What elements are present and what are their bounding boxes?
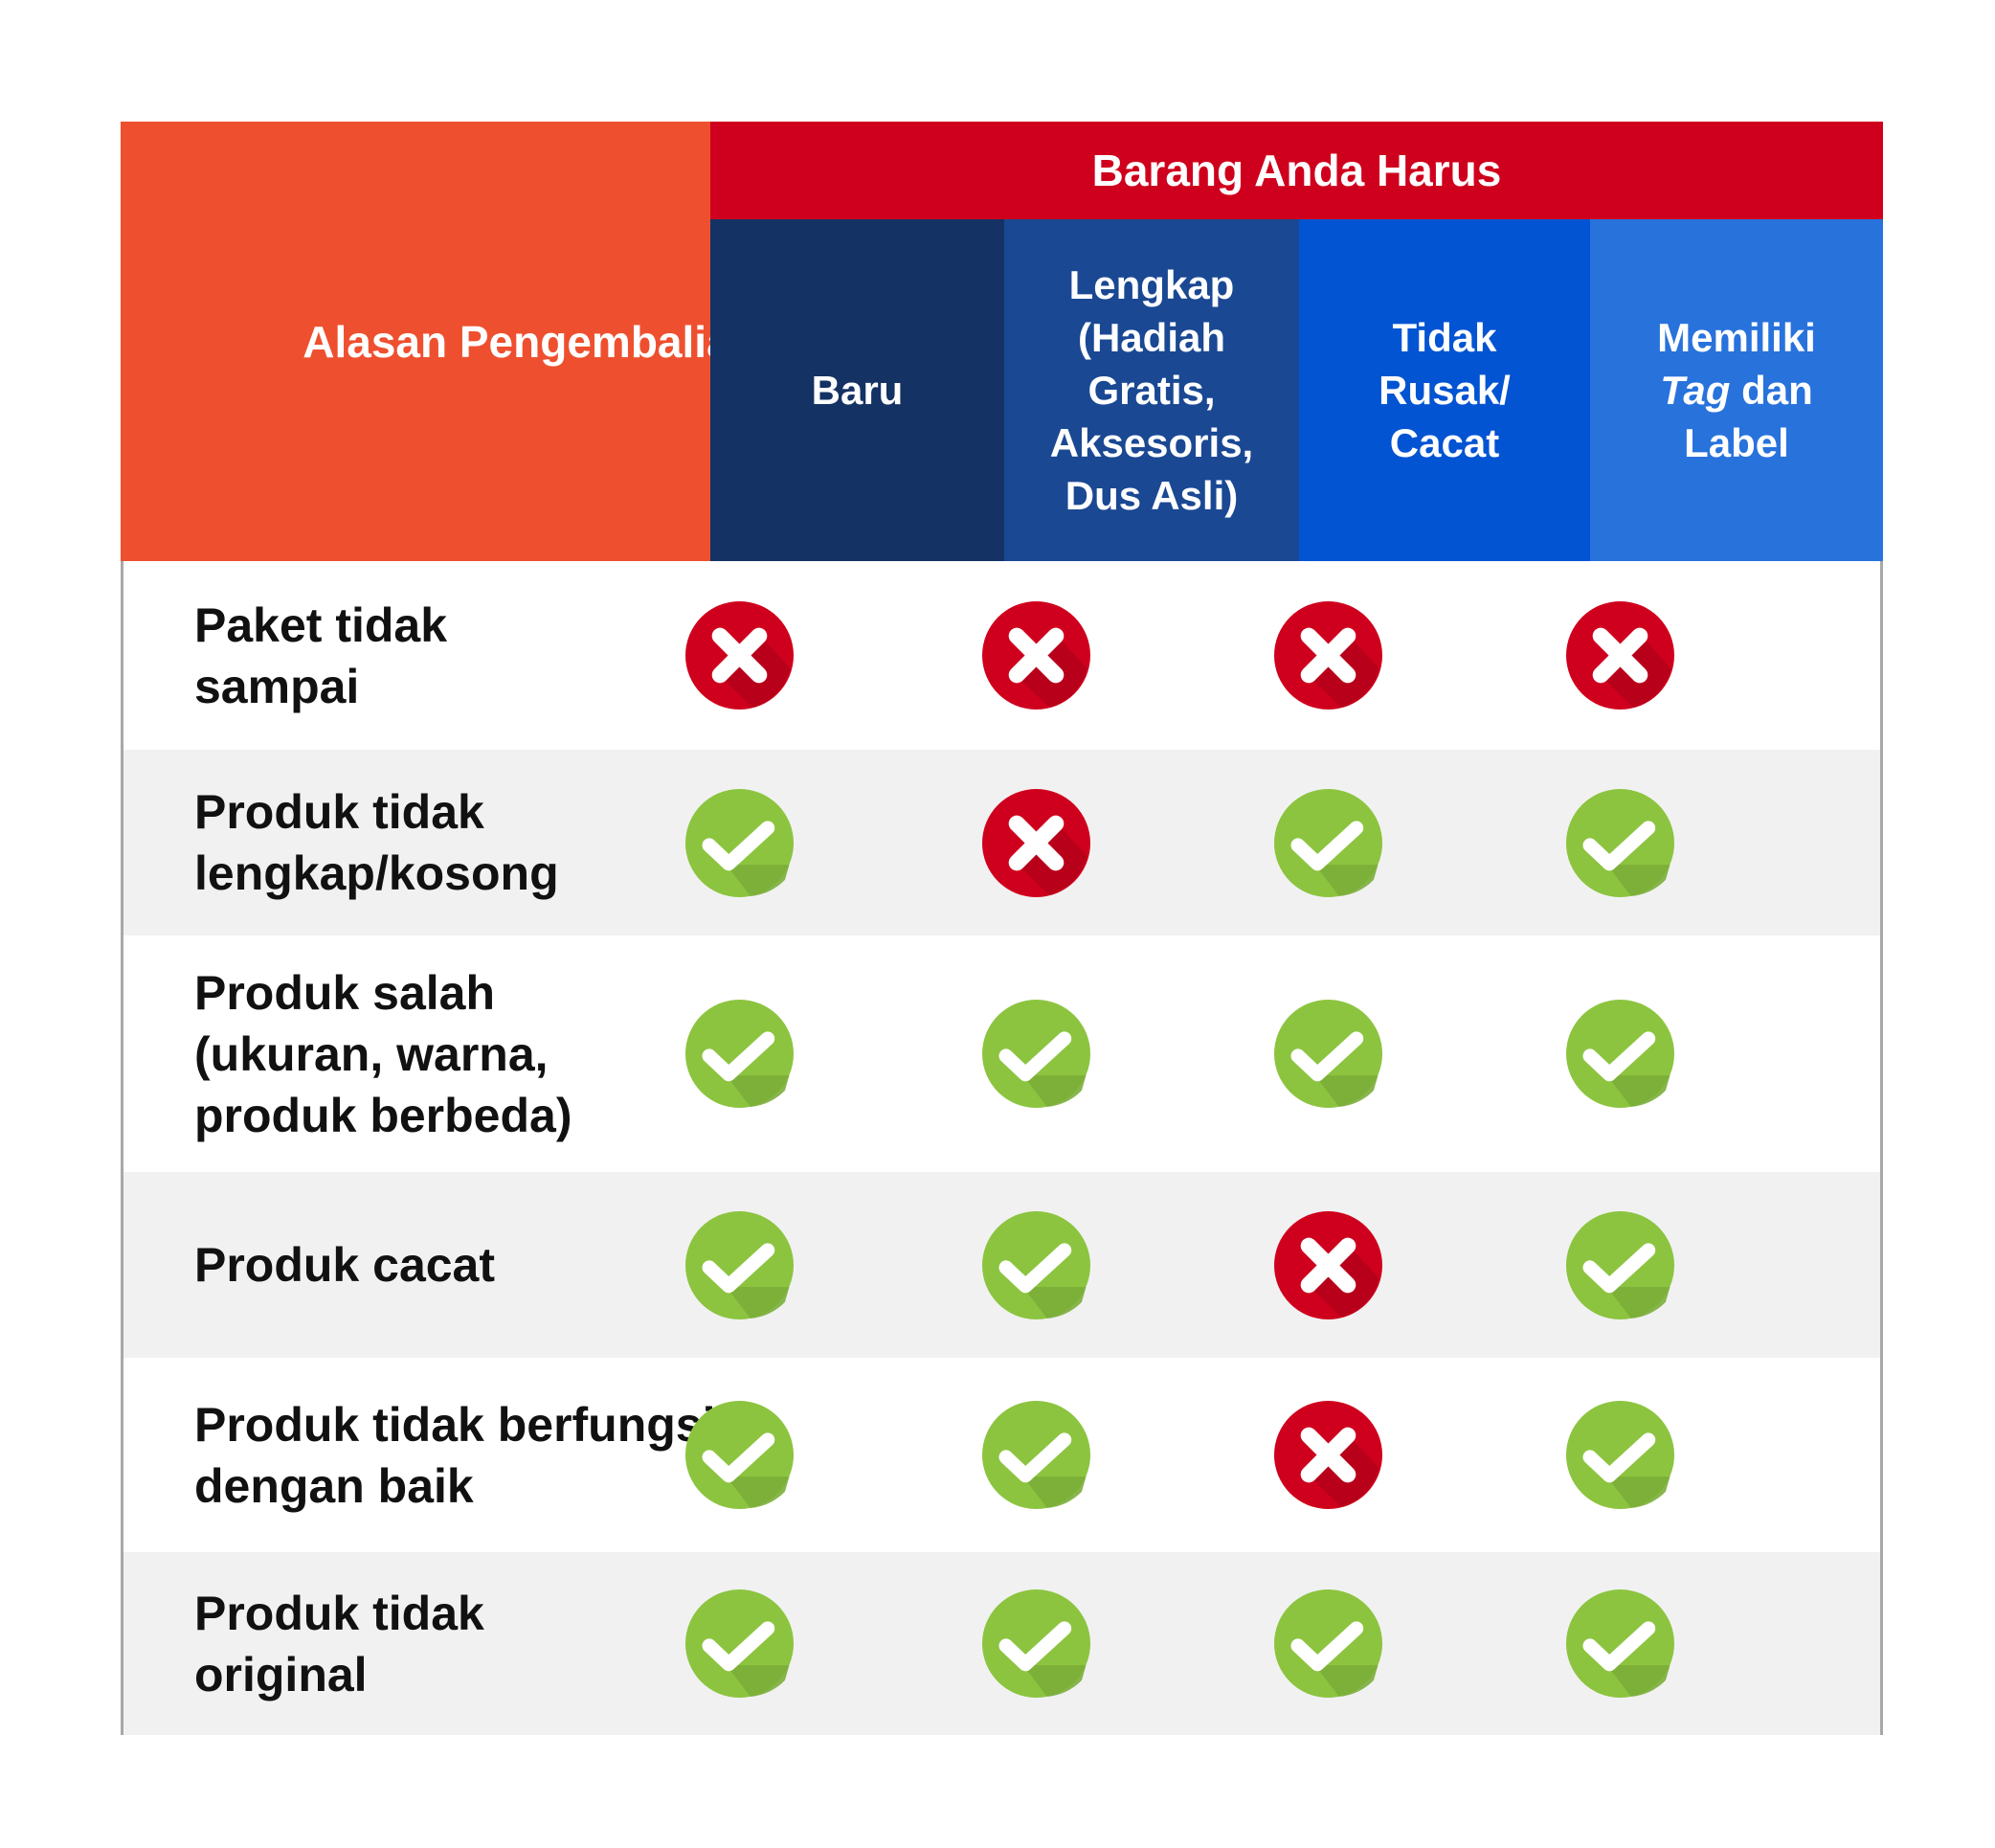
check-icon xyxy=(1274,788,1382,897)
column-header-complete: Lengkap (Hadiah Gratis, Aksesoris, Dus A… xyxy=(1004,219,1299,561)
column-header-tag-label: Memiliki Tag dan Label xyxy=(1590,219,1883,561)
check-icon xyxy=(685,788,794,897)
cross-icon xyxy=(1274,601,1382,710)
check-icon xyxy=(685,1210,794,1319)
reason-label: Produk salah (ukuran, warna, produk berb… xyxy=(194,965,572,1142)
check-icon xyxy=(1566,1210,1674,1319)
table-body: Paket tidak sampai Produk tidak lengkap/k… xyxy=(121,561,1883,1735)
reason-label: Produk cacat xyxy=(194,1238,496,1292)
group-header: Barang Anda Harus xyxy=(710,122,1883,219)
cross-icon xyxy=(685,601,794,710)
check-icon xyxy=(685,1000,794,1108)
column-header-undamaged: Tidak Rusak/ Cacat xyxy=(1299,219,1590,561)
table-row: Produk tidak berfungsi dengan baik xyxy=(123,1358,1880,1552)
cross-icon xyxy=(982,788,1090,897)
check-icon xyxy=(1274,1589,1382,1698)
table-row: Produk salah (ukuran, warna, produk berb… xyxy=(123,935,1880,1172)
table-row: Produk cacat xyxy=(123,1172,1880,1358)
check-icon xyxy=(982,1589,1090,1698)
reason-label: Produk tidak original xyxy=(194,1586,484,1702)
check-icon xyxy=(685,1589,794,1698)
cross-icon xyxy=(1274,1210,1382,1319)
cross-icon xyxy=(982,601,1090,710)
reason-label: Paket tidak sampai xyxy=(194,597,448,713)
check-icon xyxy=(685,1401,794,1509)
reason-label: Produk tidak berfungsi dengan baik xyxy=(194,1397,716,1513)
check-icon xyxy=(1566,788,1674,897)
reason-label: Produk tidak lengkap/kosong xyxy=(194,785,559,900)
check-icon xyxy=(1274,1000,1382,1108)
cross-icon xyxy=(1566,601,1674,710)
check-icon xyxy=(1566,1000,1674,1108)
check-icon xyxy=(1566,1589,1674,1698)
check-icon xyxy=(1566,1401,1674,1509)
check-icon xyxy=(982,1401,1090,1509)
table-row: Produk tidak lengkap/kosong xyxy=(123,750,1880,935)
table-row: Paket tidak sampai xyxy=(123,561,1880,750)
check-icon xyxy=(982,1000,1090,1108)
table-row: Produk tidak original xyxy=(123,1552,1880,1735)
return-policy-table: Alasan Pengembalian Barang Anda Harus Ba… xyxy=(121,122,1883,1735)
column-header-new: Baru xyxy=(710,219,1004,561)
check-icon xyxy=(982,1210,1090,1319)
cross-icon xyxy=(1274,1401,1382,1509)
